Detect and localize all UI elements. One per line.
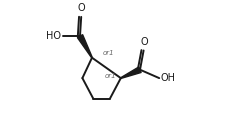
Text: O: O [77, 3, 85, 13]
Text: HO: HO [46, 31, 61, 41]
Polygon shape [77, 35, 92, 58]
Text: O: O [140, 37, 147, 47]
Polygon shape [120, 67, 141, 78]
Text: or1: or1 [104, 73, 116, 79]
Text: OH: OH [160, 73, 175, 83]
Text: or1: or1 [102, 50, 114, 56]
